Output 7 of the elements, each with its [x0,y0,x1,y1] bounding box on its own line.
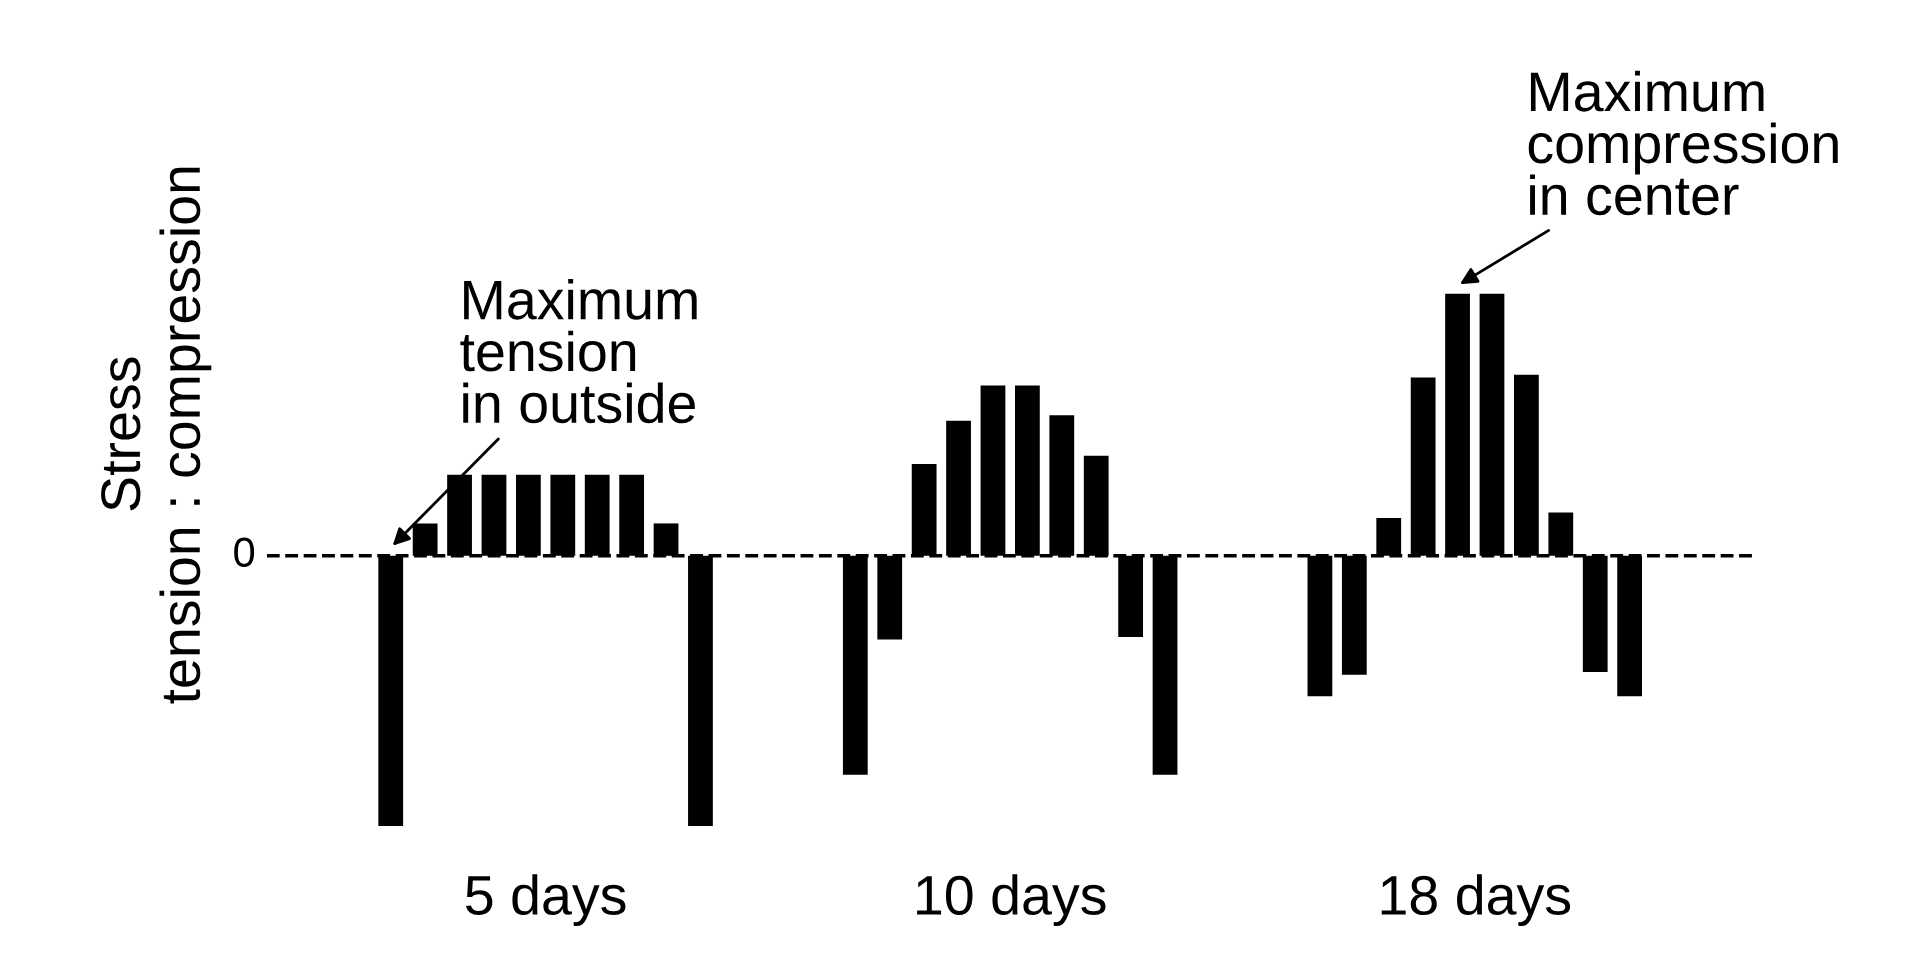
x-tick-label: 18 days [1381,874,1571,927]
x-tick-label: 10 days [917,874,1106,927]
y-axis-title: Stress tension : compression [101,167,212,704]
text: Maximum compression in center [1528,70,1838,216]
x-tick-label: 5 days [465,874,626,927]
ref-line-label: 0 [234,537,255,568]
annotation: Maximum tension in outside [460,278,697,424]
